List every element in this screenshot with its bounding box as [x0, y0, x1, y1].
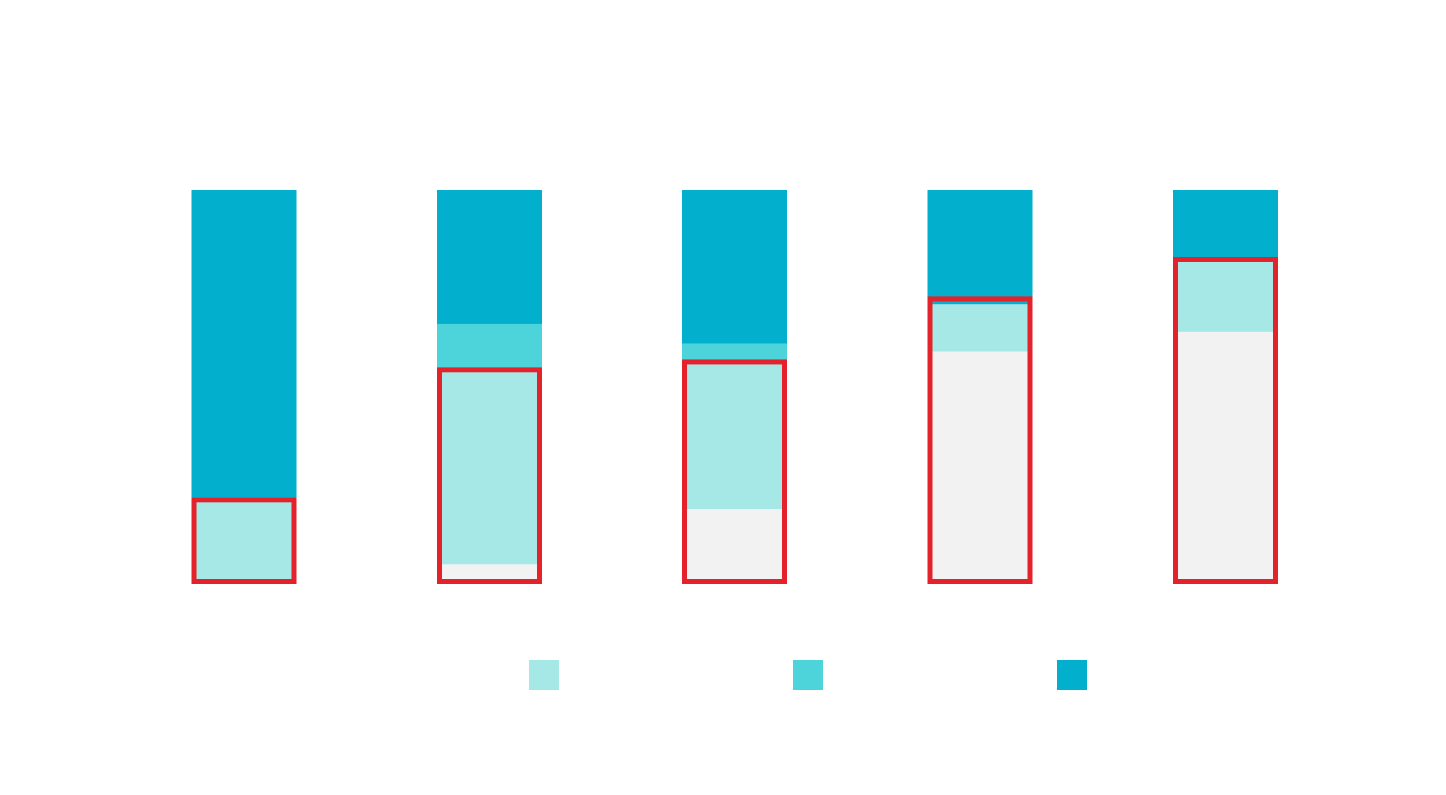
bar-segment-3-series-4	[682, 190, 787, 344]
bar-segment-4-series-1	[927, 351, 1033, 584]
bar-segment-2-series-4	[437, 190, 542, 324]
highlight-layer	[191, 256, 1278, 585]
legend-swatch-2	[793, 660, 823, 690]
bar-segment-1-series-4	[191, 190, 297, 498]
bar-segment-5-series-1	[1173, 331, 1278, 584]
highlight-outline-3	[682, 359, 787, 585]
bar-segment-2-series-2	[437, 367, 542, 565]
highlight-outline-2	[437, 367, 542, 584]
legend-swatch-1	[529, 660, 559, 690]
legend-swatch-3	[1057, 660, 1087, 690]
bar-segment-2-series-3	[437, 323, 542, 368]
bar-segment-5-series-4	[1173, 190, 1278, 257]
highlight-outline-4	[927, 296, 1033, 584]
bars-layer	[191, 190, 1278, 584]
bar-segment-3-series-2	[682, 363, 787, 510]
bar-segment-4-series-2	[927, 304, 1033, 352]
bar-segment-4-series-4	[927, 190, 1033, 305]
bar-segment-1-series-2	[191, 497, 297, 584]
highlight-outline-1	[191, 497, 297, 585]
legend	[529, 660, 1087, 690]
bar-segment-3-series-1	[682, 509, 787, 584]
bar-segment-5-series-2	[1173, 256, 1278, 332]
bar-segment-3-series-3	[682, 343, 787, 364]
highlight-outline-5	[1173, 256, 1278, 584]
